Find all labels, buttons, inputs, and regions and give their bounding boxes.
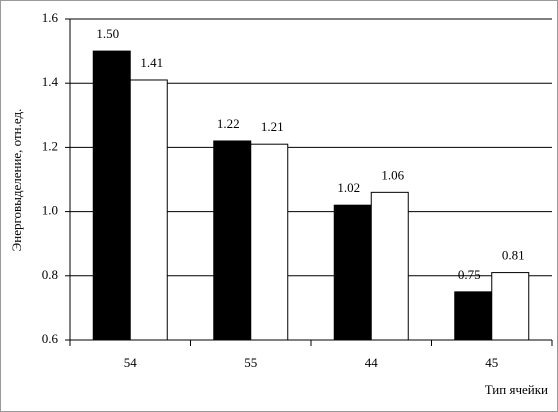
bar (454, 291, 493, 341)
y-tick-label: 1.2 (42, 138, 58, 153)
bar (213, 140, 252, 341)
value-label: 1.41 (140, 55, 163, 70)
value-label: 1.22 (217, 116, 240, 131)
x-tick-label: 45 (485, 355, 498, 370)
bar (92, 50, 131, 341)
y-tick-label: 1.6 (42, 10, 59, 25)
y-tick-label: 0.8 (42, 267, 58, 282)
y-tick-label: 1.4 (42, 74, 59, 89)
value-label: 0.75 (458, 267, 481, 282)
x-tick-label: 54 (124, 355, 138, 370)
value-label: 1.21 (261, 119, 284, 134)
y-axis-label: Энерговыделение, отн.ед. (9, 109, 24, 252)
x-tick-label: 55 (244, 355, 257, 370)
y-tick-label: 0.6 (42, 331, 59, 346)
value-label: 1.50 (96, 26, 119, 41)
value-label: 0.81 (502, 248, 525, 263)
bar (333, 204, 372, 341)
bar (370, 191, 409, 341)
bar (129, 79, 168, 341)
y-tick-label: 1.0 (42, 203, 58, 218)
bar (250, 143, 289, 341)
x-tick-label: 44 (365, 355, 379, 370)
bar (491, 272, 530, 341)
value-label: 1.02 (337, 180, 360, 195)
value-label: 1.06 (381, 167, 404, 182)
x-axis-label: Тип ячейки (485, 382, 548, 397)
